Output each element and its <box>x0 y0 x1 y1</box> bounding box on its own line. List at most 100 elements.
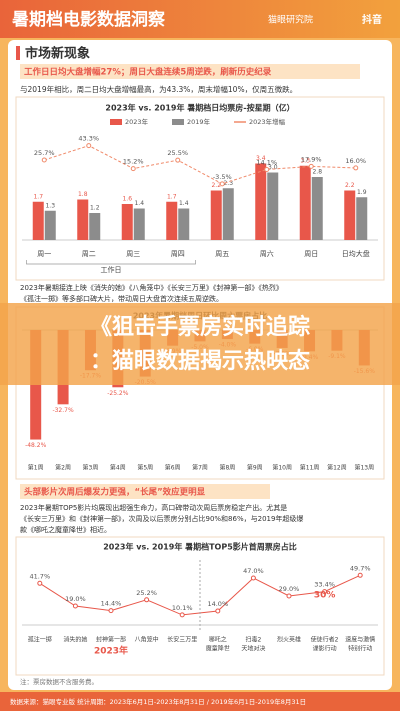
x-tick-label: 周二 <box>82 250 96 258</box>
x-tick-label: 扫毒2 <box>245 636 261 644</box>
point <box>353 165 359 171</box>
x-tick-label: 第12周 <box>327 464 347 472</box>
x-tick-label: 第3周 <box>83 464 99 472</box>
data-label: 17.9% <box>301 155 322 163</box>
subtitle-bg <box>20 64 360 79</box>
data-label: 2.3 <box>223 180 233 187</box>
data-label: 1.9 <box>357 189 367 196</box>
x-tick-label: 周六 <box>260 249 274 258</box>
x-tick-label: 特别行动 <box>348 645 372 653</box>
chart-title: 2023年 vs. 2019年 暑期档日均票房-按星期（亿） <box>105 103 294 113</box>
point <box>41 157 47 163</box>
data-label: 2.8 <box>312 169 322 176</box>
point <box>215 608 221 614</box>
x-tick-label: 第6周 <box>165 464 181 472</box>
data-label: 1.8 <box>78 191 88 198</box>
data-label: 14.4% <box>101 600 122 608</box>
data-label: 1.7 <box>167 193 177 200</box>
data-label: 14.0% <box>207 600 228 608</box>
header-title: 暑期档电影数据洞察 <box>12 9 166 30</box>
annotation: 工作日 <box>101 265 122 274</box>
bar <box>222 188 234 240</box>
data-label: 41.7% <box>29 572 50 580</box>
point <box>219 181 225 187</box>
x-tick-label: 周四 <box>171 250 185 258</box>
data-label: 2.2 <box>345 182 355 189</box>
footer: 数据来源：猫眼专业版 统计周期：2023年6月1日-2023年8月31日 / 2… <box>10 697 306 706</box>
brand: 猫眼研究院 <box>268 14 313 26</box>
x-tick-label: 封神第一部 <box>96 636 126 644</box>
bar <box>210 190 222 240</box>
data-label: -3.5% <box>213 173 232 181</box>
data-label: 3.3 <box>300 157 310 164</box>
paragraph: 款《哪吒之魔童降世》相近。 <box>20 525 111 534</box>
bar <box>77 199 89 240</box>
point <box>72 603 78 609</box>
point <box>250 575 256 581</box>
x-tick-label: 第10周 <box>272 464 292 472</box>
x-tick-label: 第8周 <box>219 464 235 472</box>
data-label: 25.7% <box>34 149 55 157</box>
data-label: 3.4 <box>256 155 266 162</box>
x-tick-label: 消失的她 <box>63 636 87 644</box>
bar <box>178 208 190 240</box>
x-tick-label: 第11周 <box>300 464 320 472</box>
bar <box>299 165 311 240</box>
subtitle: 头部影片次周后爆发力更强，“长尾”效应更明显 <box>24 487 206 498</box>
data-label: 1.4 <box>179 200 189 207</box>
x-tick-label: 哪吒之 <box>209 636 227 644</box>
bar <box>166 201 178 240</box>
x-tick-label: 第5周 <box>137 464 153 472</box>
bar <box>133 208 145 240</box>
section-title: 市场新现象 <box>25 46 90 62</box>
point <box>86 143 92 149</box>
x-tick-label: 第9周 <box>247 464 263 472</box>
x-tick-label: 魔童降世 <box>206 645 230 653</box>
bar <box>267 172 279 240</box>
bar <box>356 197 368 240</box>
data-label: 1.7 <box>33 193 43 200</box>
x-tick-label: 周五 <box>215 250 229 258</box>
data-label: 10.1% <box>172 604 193 612</box>
data-label: 29.0% <box>279 585 300 593</box>
paragraph: 《孤注一掷》等多部口碑大片，带动周日大盘首次连续五周逆跌。 <box>20 294 223 303</box>
x-tick-label: 速度与激情 <box>345 636 375 644</box>
point <box>286 593 292 599</box>
legend-label: 2019年 <box>187 117 211 126</box>
x-tick-label: 谍影行动 <box>313 645 337 653</box>
data-label: 1.3 <box>45 202 55 209</box>
bracket <box>26 260 196 265</box>
subtitle-bg <box>20 484 270 499</box>
data-label: -48.2% <box>25 442 47 449</box>
data-label: 25.5% <box>167 149 188 157</box>
data-label: 16.0% <box>345 157 366 165</box>
annotation: 30% <box>314 591 336 601</box>
data-label: 15.2% <box>123 158 144 166</box>
x-tick-label: 长安三万里 <box>167 636 197 644</box>
partner: 抖音 <box>362 13 382 26</box>
x-tick-label: 天地对决 <box>241 645 265 653</box>
data-label: -32.7% <box>52 407 74 414</box>
x-tick-label: 周一 <box>37 250 51 258</box>
x-tick-label: 烈火英雄 <box>277 636 301 644</box>
point <box>130 166 136 172</box>
x-tick-label: 第7周 <box>192 464 208 472</box>
x-tick-label: 第4周 <box>110 464 126 472</box>
footer-bar <box>0 692 400 711</box>
data-label: 43.3% <box>78 135 99 143</box>
x-tick-label: 周三 <box>126 250 140 258</box>
x-tick-label: 八角笼中 <box>135 636 159 644</box>
data-label: 14.1% <box>256 158 277 166</box>
annotation: 2023年 <box>94 645 128 657</box>
x-tick-label: 第1周 <box>28 464 44 472</box>
legend-swatch <box>110 119 122 125</box>
legend-swatch <box>172 119 184 125</box>
chart-title: 2023年 vs. 2019年 暑期档TOP5影片首周票房占比 <box>103 542 297 552</box>
note: 注：票房数据不含服务费。 <box>20 677 98 686</box>
paragraph: 2023年暑期TOP5影片均展现出超强生命力，高口碑带动次周后票房稳定产出。尤其… <box>20 503 287 512</box>
data-label: 49.7% <box>350 564 371 572</box>
x-tick-label: 第2周 <box>55 464 71 472</box>
point <box>175 157 181 163</box>
point <box>108 608 114 614</box>
bar <box>255 163 267 240</box>
